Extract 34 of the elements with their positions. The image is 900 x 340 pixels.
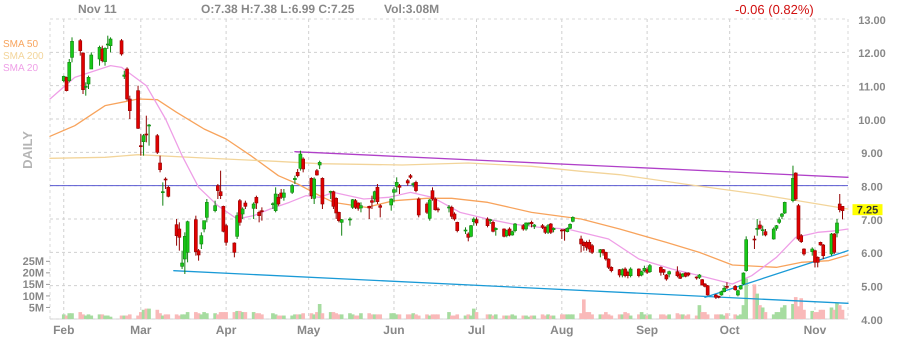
- text: O:7.38 H:7.38 L:6.99 C:7.25: [201, 2, 355, 16]
- text: SMA 20: [3, 63, 38, 74]
- x-tick-label: Jul: [468, 323, 486, 337]
- text: DAILY: [20, 130, 35, 169]
- y2-tick-label: 5M: [28, 302, 44, 314]
- y2-tick-label: 10M: [22, 290, 44, 303]
- y-tick-label: 11.00: [858, 82, 886, 94]
- y-tick-label: 6.00: [861, 248, 883, 260]
- text: Vol:3.08M: [384, 2, 440, 16]
- y2-tick-label: 15M: [22, 279, 44, 292]
- x-tick-label: Apr: [216, 323, 237, 337]
- text: -0.06 (0.82%): [735, 2, 814, 17]
- y-tick-label: 12.00: [858, 48, 886, 60]
- x-tick-label: May: [296, 323, 321, 337]
- y-tick-label: 5.00: [861, 282, 883, 294]
- y-tick-label: 9.00: [861, 148, 883, 160]
- x-tick-label: Aug: [550, 323, 574, 337]
- x-tick-label: Mar: [130, 323, 152, 337]
- x-tick-label: Jun: [383, 323, 405, 337]
- y2-tick-label: 20M: [22, 268, 44, 280]
- x-tick-label: Oct: [720, 323, 740, 337]
- y-tick-label: 7.00: [861, 214, 883, 227]
- y2-tick-label: 25M: [22, 256, 44, 268]
- x-tick-label: Sep: [636, 323, 658, 337]
- y-tick-label: 8.00: [861, 182, 883, 194]
- x-tick-label: Nov: [804, 323, 827, 337]
- x-tick-label: Feb: [53, 323, 74, 337]
- text: Nov 11: [78, 2, 118, 16]
- text: SMA 200: [3, 51, 44, 62]
- text: SMA 50: [3, 39, 38, 50]
- y-tick-label: 13.00: [858, 14, 886, 27]
- y-tick-label: 4.00: [861, 314, 883, 327]
- annotation: 7.25: [856, 204, 878, 217]
- y-tick-label: 10.00: [858, 114, 886, 127]
